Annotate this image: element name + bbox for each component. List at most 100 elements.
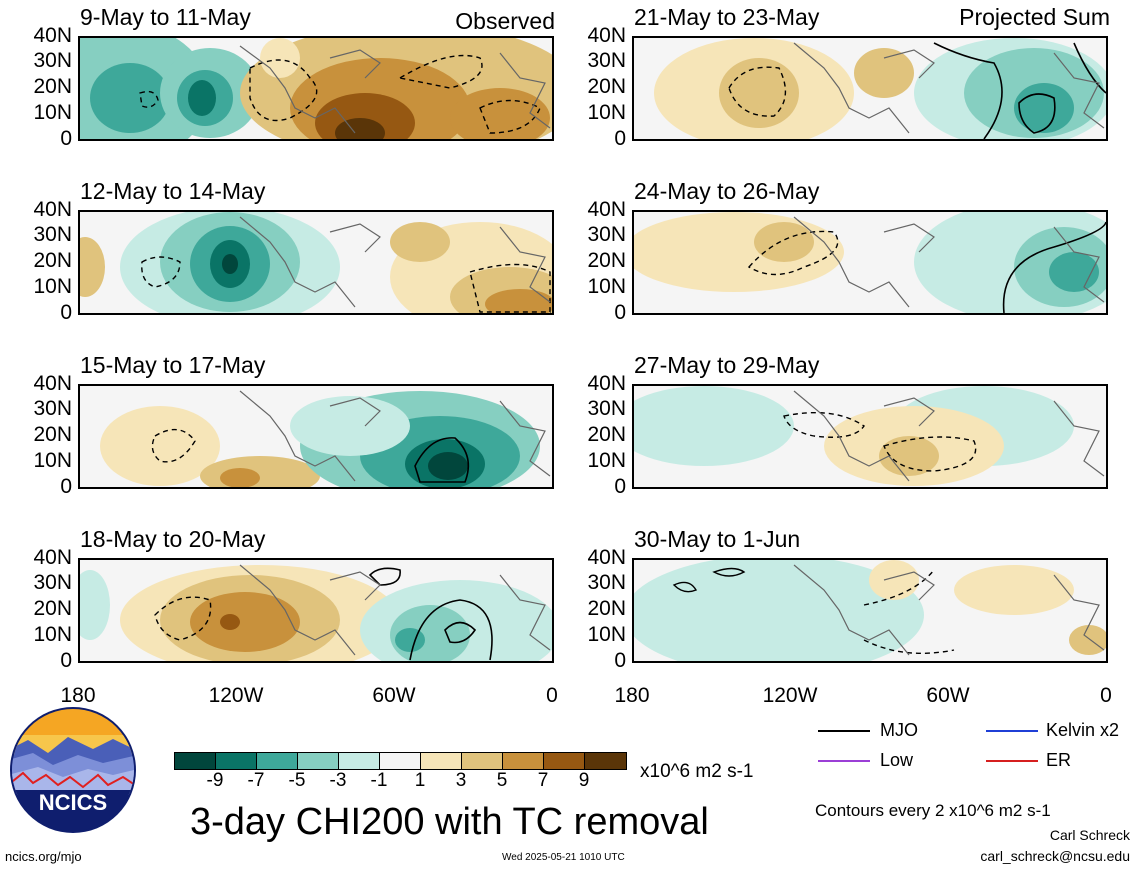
y-tick-label: 30N	[587, 571, 626, 594]
site-link[interactable]: ncics.org/mjo	[5, 849, 82, 864]
y-tick-label: 30N	[33, 223, 72, 246]
y-tick-label: 30N	[587, 223, 626, 246]
panel-title: 24-May to 26-May	[634, 178, 820, 204]
legend-label-kelvin: Kelvin x2	[1046, 720, 1120, 740]
colorbar-swatch	[175, 753, 216, 769]
map-panel	[78, 558, 554, 663]
map-panel	[78, 36, 554, 141]
y-tick-label: 0	[614, 649, 626, 672]
colorbar-swatch	[257, 753, 298, 769]
y-tick-label: 20N	[587, 75, 626, 98]
timestamp: Wed 2025-05-21 1010 UTC	[502, 852, 625, 863]
y-tick-label: 10N	[587, 101, 626, 124]
x-tick-label: 60W	[926, 684, 970, 707]
y-tick-label: 30N	[33, 397, 72, 420]
y-tick-label: 0	[60, 127, 72, 150]
x-tick-label: 60W	[372, 684, 416, 707]
colorbar-units: x10^6 m2 s-1	[640, 761, 754, 782]
ncics-logo: NCICS	[8, 705, 138, 835]
colorbar-tick-label: -5	[288, 770, 306, 791]
colorbar-swatch	[462, 753, 503, 769]
colorbar-swatch	[503, 753, 544, 769]
author-name: Carl Schreck	[1049, 827, 1130, 843]
y-tick-label: 40N	[33, 372, 72, 395]
y-tick-label: 20N	[33, 75, 72, 98]
y-tick-label: 10N	[33, 449, 72, 472]
legend-line-mjo	[818, 730, 870, 732]
legend-line-er	[986, 760, 1038, 762]
legend-label-mjo: MJO	[880, 720, 918, 740]
y-tick-label: 30N	[587, 397, 626, 420]
x-tick-label: 120W	[762, 684, 818, 707]
y-tick-label: 10N	[587, 623, 626, 646]
y-tick-label: 40N	[587, 546, 626, 569]
y-tick-label: 20N	[33, 423, 72, 446]
y-tick-label: 20N	[33, 249, 72, 272]
colorbar-tick-label: 1	[414, 770, 426, 791]
y-tick-label: 10N	[33, 101, 72, 124]
map-panel	[78, 384, 554, 489]
panel-title: 21-May to 23-May	[634, 4, 820, 30]
y-tick-label: 20N	[33, 597, 72, 620]
colorbar-tick-label: -1	[370, 770, 388, 791]
x-tick-label: 180	[60, 684, 96, 707]
y-tick-label: 10N	[587, 275, 626, 298]
y-tick-label: 40N	[33, 198, 72, 221]
map-panel	[78, 210, 554, 315]
logo-text: NCICS	[39, 790, 107, 815]
x-tick-label: 0	[546, 684, 558, 707]
y-tick-label: 30N	[587, 49, 626, 72]
colorbar-tick-label: 7	[537, 770, 549, 791]
y-tick-label: 40N	[33, 546, 72, 569]
y-tick-label: 0	[60, 649, 72, 672]
colorbar-tick-label: 9	[578, 770, 590, 791]
x-tick-label: 180	[614, 684, 650, 707]
legend-line-low	[818, 760, 870, 762]
colorbar-swatch	[421, 753, 462, 769]
map-panel	[632, 36, 1108, 141]
colorbar-swatch	[216, 753, 257, 769]
panel-corner-label: Projected Sum	[959, 4, 1110, 30]
legend-line-kelvin	[986, 730, 1038, 732]
y-tick-label: 10N	[587, 449, 626, 472]
colorbar-swatch	[380, 753, 421, 769]
panel-title: 12-May to 14-May	[80, 178, 266, 204]
author-email[interactable]: carl_schreck@ncsu.edu	[980, 848, 1130, 864]
panel-title: 30-May to 1-Jun	[634, 526, 801, 552]
y-tick-label: 0	[614, 475, 626, 498]
panel-title: 9-May to 11-May	[80, 4, 251, 30]
y-tick-label: 10N	[33, 623, 72, 646]
y-tick-label: 40N	[587, 198, 626, 221]
y-tick-label: 30N	[33, 571, 72, 594]
legend-label-low: Low	[880, 750, 914, 770]
x-tick-label: 120W	[208, 684, 264, 707]
colorbar-swatch	[339, 753, 380, 769]
y-tick-label: 20N	[587, 249, 626, 272]
y-tick-label: 0	[614, 127, 626, 150]
map-panel	[632, 558, 1108, 663]
y-tick-label: 30N	[33, 49, 72, 72]
y-tick-label: 0	[60, 301, 72, 324]
y-tick-label: 40N	[587, 372, 626, 395]
colorbar-tick-label: 5	[496, 770, 508, 791]
contours-note: Contours every 2 x10^6 m2 s-1	[815, 801, 1051, 820]
colorbar-tick-label: 3	[455, 770, 467, 791]
colorbar-swatch	[585, 753, 626, 769]
y-tick-label: 20N	[587, 597, 626, 620]
map-panel	[632, 384, 1108, 489]
y-tick-label: 40N	[587, 24, 626, 47]
colorbar	[174, 752, 627, 770]
legend-label-er: ER	[1046, 750, 1072, 770]
y-tick-label: 20N	[587, 423, 626, 446]
panel-title: 18-May to 20-May	[80, 526, 266, 552]
panel-corner-label: Observed	[455, 8, 555, 34]
x-tick-label: 0	[1100, 684, 1112, 707]
map-panel	[632, 210, 1108, 315]
panel-title: 27-May to 29-May	[634, 352, 820, 378]
y-tick-label: 40N	[33, 24, 72, 47]
panel-title: 15-May to 17-May	[80, 352, 266, 378]
y-tick-label: 0	[60, 475, 72, 498]
colorbar-swatch	[298, 753, 339, 769]
colorbar-tick-label: -9	[206, 770, 224, 791]
main-title: 3-day CHI200 with TC removal	[190, 801, 709, 843]
